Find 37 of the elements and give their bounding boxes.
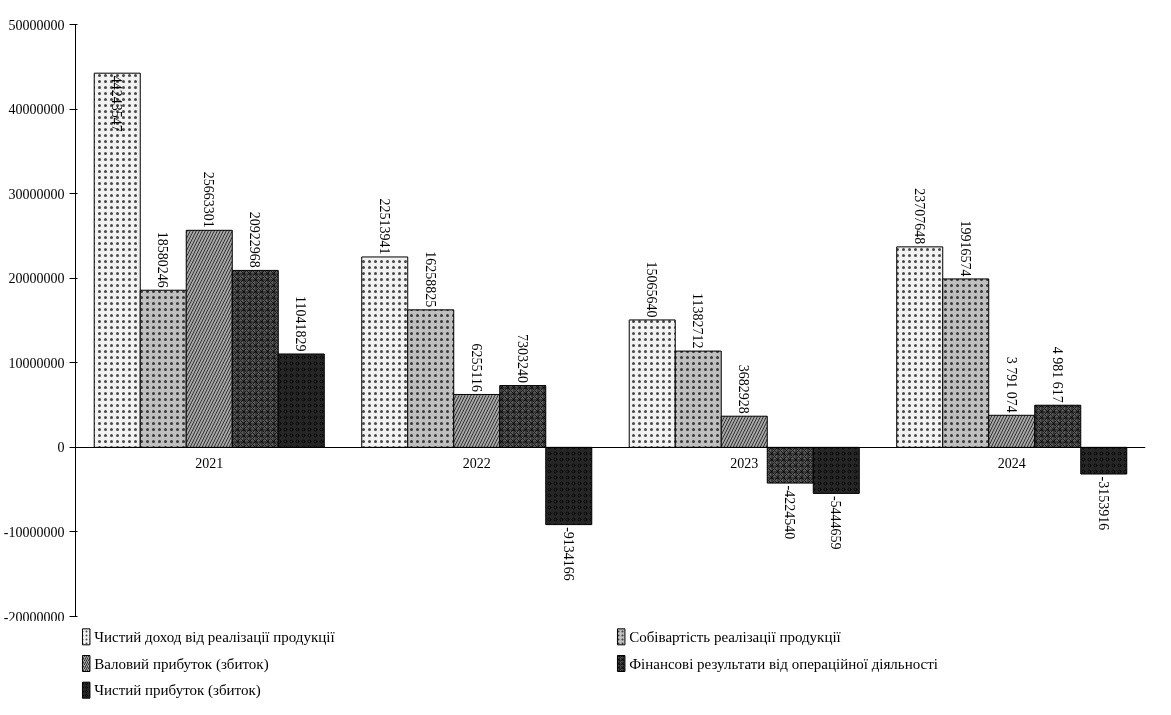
x-tick-label: 2022 bbox=[462, 456, 491, 472]
legend-label: Чистий прибуток (збиток) bbox=[94, 682, 261, 700]
data-label: 18580246 bbox=[155, 231, 171, 288]
legend-label: Чистий доход від реалізації продукції bbox=[94, 628, 336, 645]
data-label: 22513941 bbox=[376, 198, 392, 255]
y-tick-label: 50000000 bbox=[8, 17, 65, 33]
data-label: 19916574 bbox=[957, 220, 973, 277]
data-label: 16258825 bbox=[422, 251, 438, 308]
y-tick-label: -10000000 bbox=[3, 524, 65, 540]
data-label: 25663301 bbox=[201, 171, 217, 228]
legend-label: Фінансові результати від операційної діяльності bbox=[629, 655, 938, 672]
data-label: 6255116 bbox=[468, 343, 484, 392]
legend-label: Валовий прибуток (збиток) bbox=[94, 655, 269, 673]
x-tick-label: 2023 bbox=[730, 456, 759, 472]
data-label: -5444659 bbox=[828, 495, 844, 550]
data-label: 23707648 bbox=[911, 188, 927, 245]
data-label: 44243547 bbox=[109, 75, 125, 132]
data-label: -3153916 bbox=[1095, 476, 1111, 531]
data-label: 3682928 bbox=[736, 364, 752, 414]
y-tick-label: 30000000 bbox=[8, 186, 65, 202]
data-label: 20922968 bbox=[247, 211, 263, 268]
data-label: -9134166 bbox=[560, 527, 576, 581]
data-label: 7303240 bbox=[514, 334, 530, 384]
x-tick-label: 2021 bbox=[195, 456, 224, 472]
data-label: 11041829 bbox=[293, 295, 309, 352]
legend-label: Собівартість реалізації продукції bbox=[629, 628, 842, 645]
y-tick-label: 40000000 bbox=[8, 102, 65, 118]
x-tick-label: 2024 bbox=[997, 456, 1026, 472]
y-tick-label: 10000000 bbox=[8, 355, 65, 371]
y-tick-label: 20000000 bbox=[8, 271, 65, 287]
data-label: 15065640 bbox=[644, 261, 660, 318]
data-label: 11382712 bbox=[690, 293, 706, 349]
data-label: 3 791 074 bbox=[1004, 356, 1020, 413]
y-tick-label: -20000000 bbox=[3, 609, 65, 625]
y-tick-label: 0 bbox=[57, 440, 65, 456]
data-label: 4 981 617 bbox=[1050, 346, 1066, 403]
data-label: -4224540 bbox=[782, 485, 798, 540]
